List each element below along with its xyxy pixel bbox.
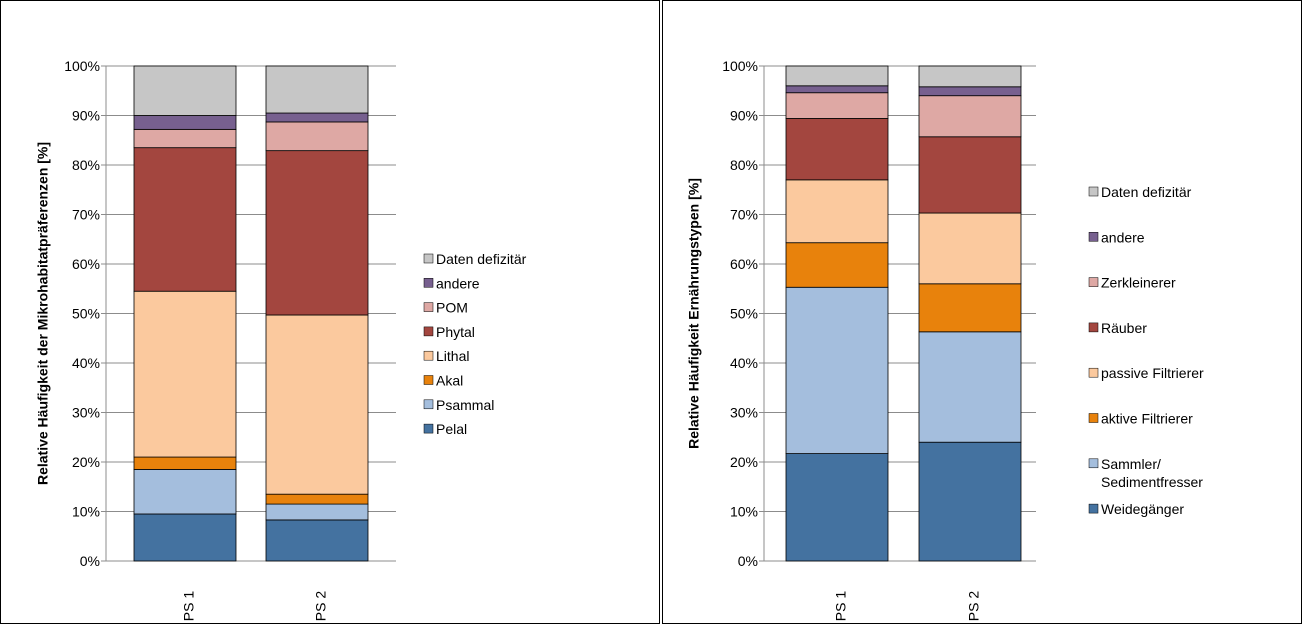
- legend-label: Psammal: [436, 397, 494, 413]
- y-tick-label: 30%: [730, 405, 758, 421]
- bar-segment: [133, 513, 237, 562]
- y-tick-label: 0%: [80, 553, 100, 569]
- y-tick-label: 40%: [72, 355, 100, 371]
- bar-segment: [265, 65, 369, 114]
- bar-segment: [785, 118, 889, 181]
- legend-label: passive Filtrierer: [1101, 365, 1204, 381]
- legend-swatch: [1088, 503, 1099, 514]
- y-tick-label: 50%: [730, 306, 758, 322]
- bar-segment: [265, 493, 369, 505]
- x-tick-label: PS 2: [966, 591, 982, 622]
- bar-segment: [785, 286, 889, 454]
- legend-label: andere: [436, 275, 480, 291]
- bar-segment: [133, 65, 237, 116]
- y-tick-label: 60%: [72, 256, 100, 272]
- legend-label: andere: [1101, 229, 1145, 245]
- y-tick-label: 60%: [730, 256, 758, 272]
- legend-swatch: [423, 278, 434, 288]
- legend-swatch: [1088, 232, 1099, 242]
- bar-segment: [133, 147, 237, 292]
- y-axis-title: Relative Häufigkeit der Mikrohabitatpräf…: [35, 142, 51, 485]
- bar-segment: [918, 136, 1022, 214]
- bar-segment: [133, 456, 237, 470]
- legend-swatch: [1088, 186, 1099, 197]
- legend-label: Sammler/Sedimentfresser: [1101, 456, 1203, 490]
- chart-left-svg: 0% 10% 20% 30% 40% 50% 60% 70% 80% 90% 100% PS 1 PS …: [35, 58, 527, 622]
- legend-swatch: [1088, 413, 1099, 423]
- y-tick-label: 30%: [72, 405, 100, 421]
- x-tick-label: PS 1: [181, 591, 197, 622]
- bar-segment: [785, 92, 889, 119]
- bar-segment: [918, 95, 1022, 138]
- y-tick-label: 80%: [72, 157, 100, 173]
- bar-segment: [265, 314, 369, 495]
- bar-segment: [265, 503, 369, 521]
- x-tick-label: PS 1: [833, 591, 849, 622]
- legend-label: Akal: [436, 373, 463, 389]
- bar-segment: [133, 115, 237, 130]
- y-axis-title: Relative Häufigkeit Ernährungstypen [%]: [686, 178, 702, 449]
- x-tick-label: PS 2: [313, 591, 329, 622]
- legend-swatch: [1088, 277, 1099, 287]
- bar-segment: [785, 65, 889, 87]
- legend-swatch: [423, 399, 434, 410]
- bar-segment: [918, 441, 1022, 562]
- legend-label: Räuber: [1101, 320, 1147, 336]
- legend-swatch: [423, 326, 434, 337]
- bar-segment: [265, 121, 369, 152]
- y-tick-label: 100%: [64, 58, 100, 74]
- legend-swatch: [423, 423, 434, 434]
- bar-segment: [265, 112, 369, 123]
- bar-segment: [918, 283, 1022, 333]
- legend-swatch: [423, 302, 434, 312]
- legend-swatch: [423, 350, 434, 361]
- chart-panel-right: 0% 10% 20% 30% 40% 50% 60% 70% 80% 90% 100% PS 1 PS …: [662, 0, 1302, 624]
- y-tick-label: 20%: [730, 454, 758, 470]
- legend-label: Lithal: [436, 348, 469, 364]
- bar-segment: [785, 85, 889, 94]
- bar-segment: [785, 242, 889, 288]
- bar-segment: [785, 453, 889, 562]
- bar-segment: [785, 179, 889, 244]
- legend-label: Daten defizitär: [436, 251, 527, 267]
- bar-segment: [133, 290, 237, 458]
- bar-segment: [265, 150, 369, 316]
- legend-label: Phytal: [436, 324, 475, 340]
- legend-label: Daten defizitär: [1101, 184, 1192, 200]
- legend-swatch: [1088, 322, 1099, 333]
- y-tick-label: 20%: [72, 454, 100, 470]
- bar-segment: [265, 519, 369, 562]
- legend-label: POM: [436, 300, 468, 316]
- legend-swatch: [1088, 367, 1099, 378]
- chart-right-svg: 0% 10% 20% 30% 40% 50% 60% 70% 80% 90% 100% PS 1 PS …: [686, 58, 1204, 622]
- y-tick-label: 90%: [730, 108, 758, 124]
- legend-swatch: [423, 375, 434, 385]
- bar-segment: [918, 86, 1022, 97]
- y-tick-label: 0%: [738, 553, 758, 569]
- chart-panel-left: 0% 10% 20% 30% 40% 50% 60% 70% 80% 90% 100% PS 1 PS …: [0, 0, 660, 624]
- legend-label: Zerkleinerer: [1101, 275, 1176, 291]
- y-tick-label: 10%: [730, 504, 758, 520]
- y-tick-label: 70%: [72, 207, 100, 223]
- y-tick-label: 80%: [730, 157, 758, 173]
- legend-swatch: [423, 253, 434, 264]
- bar-segment: [918, 212, 1022, 285]
- legend-swatch: [1088, 458, 1099, 469]
- y-tick-label: 90%: [72, 108, 100, 124]
- legend-label: aktive Filtrierer: [1101, 411, 1193, 427]
- y-tick-label: 40%: [730, 355, 758, 371]
- bar-segment: [918, 65, 1022, 88]
- legend-label: Pelal: [436, 421, 467, 437]
- y-tick-label: 50%: [72, 306, 100, 322]
- y-tick-label: 70%: [730, 207, 758, 223]
- bar-segment: [133, 469, 237, 515]
- bar-segment: [133, 128, 237, 149]
- y-tick-label: 10%: [72, 504, 100, 520]
- bar-segment: [918, 331, 1022, 443]
- y-tick-label: 100%: [722, 58, 758, 74]
- legend-label: Weidegänger: [1101, 501, 1184, 517]
